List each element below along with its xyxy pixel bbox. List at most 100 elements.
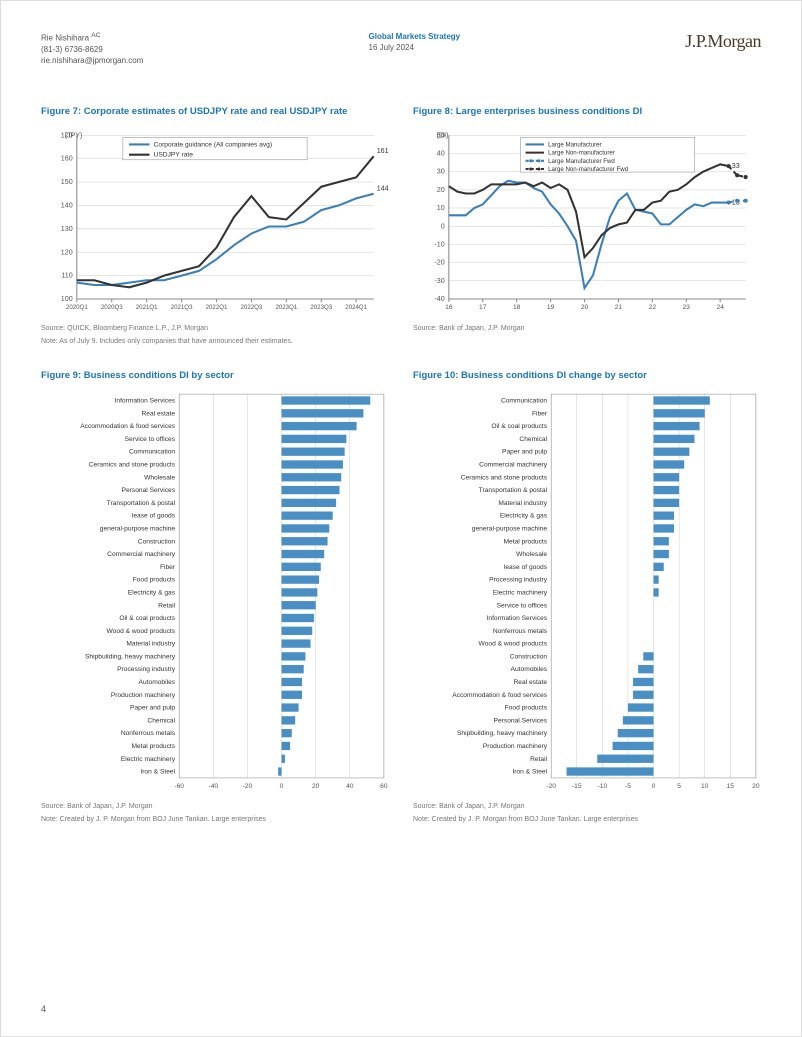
svg-text:-20: -20 — [434, 259, 444, 267]
svg-text:Food products: Food products — [505, 704, 548, 711]
svg-text:Construction: Construction — [510, 653, 548, 660]
svg-text:40: 40 — [346, 783, 354, 790]
svg-text:-15: -15 — [572, 783, 582, 790]
svg-text:Material industry: Material industry — [498, 500, 547, 507]
svg-text:Metal products: Metal products — [504, 538, 548, 545]
svg-text:2020Q3: 2020Q3 — [101, 304, 123, 311]
svg-text:22: 22 — [649, 304, 657, 311]
svg-text:160: 160 — [61, 155, 73, 163]
svg-text:120: 120 — [61, 248, 73, 256]
svg-text:20: 20 — [581, 304, 589, 311]
svg-text:40: 40 — [437, 150, 445, 158]
figure-9-note: Note: Created by J. P. Morgan from BOJ J… — [41, 815, 389, 824]
svg-text:Wood & wood products: Wood & wood products — [107, 628, 176, 635]
svg-text:Accommodation & food services: Accommodation & food services — [80, 423, 176, 430]
svg-text:2023Q3: 2023Q3 — [310, 304, 332, 311]
svg-text:30: 30 — [437, 168, 445, 176]
svg-text:2021Q1: 2021Q1 — [136, 304, 158, 311]
svg-text:140: 140 — [61, 202, 73, 210]
svg-text:0: 0 — [441, 222, 445, 230]
svg-text:2023Q1: 2023Q1 — [275, 304, 297, 311]
figure-10-note: Note: Created by J. P. Morgan from BOJ J… — [413, 815, 761, 824]
svg-text:0: 0 — [652, 783, 656, 790]
svg-text:Chemical: Chemical — [519, 436, 547, 443]
svg-text:Chemical: Chemical — [147, 717, 175, 724]
svg-text:20: 20 — [437, 186, 445, 194]
svg-text:Large Non-manufacturer Fwd: Large Non-manufacturer Fwd — [548, 166, 629, 173]
svg-text:Commercial machinery: Commercial machinery — [107, 551, 176, 558]
svg-text:Automobiles: Automobiles — [511, 666, 548, 673]
svg-text:Corporate guidance (All compan: Corporate guidance (All companies avg) — [154, 142, 273, 149]
svg-text:144.8: 144.8 — [377, 185, 389, 193]
jpmorgan-logo: J.P.Morgan — [685, 31, 761, 52]
svg-text:Automobiles: Automobiles — [139, 679, 176, 686]
svg-text:16: 16 — [445, 304, 453, 311]
svg-text:(JPY): (JPY) — [65, 132, 83, 140]
svg-text:Iron & Steel: Iron & Steel — [512, 768, 547, 775]
group-name: Global Markets Strategy — [369, 32, 461, 41]
svg-text:2020Q1: 2020Q1 — [66, 304, 88, 311]
svg-text:Fiber: Fiber — [160, 564, 176, 571]
svg-text:Paper and pulp: Paper and pulp — [502, 449, 547, 456]
svg-text:5: 5 — [677, 783, 681, 790]
svg-text:general-purpose machine: general-purpose machine — [100, 525, 176, 532]
author-ac: AC — [91, 32, 100, 39]
svg-text:161.3: 161.3 — [377, 147, 389, 155]
author-name: Rie Nishihara — [41, 34, 89, 43]
svg-text:-10: -10 — [598, 783, 608, 790]
svg-text:lease of goods: lease of goods — [504, 564, 548, 571]
svg-text:17: 17 — [479, 304, 487, 311]
svg-text:Real estate: Real estate — [141, 410, 175, 417]
author-phone: (81-3) 6736-8629 — [41, 45, 103, 54]
svg-text:Material industry: Material industry — [126, 641, 175, 648]
svg-text:-40: -40 — [208, 783, 218, 790]
svg-text:Electric machinery: Electric machinery — [121, 756, 176, 763]
svg-text:Wholesale: Wholesale — [144, 474, 175, 481]
svg-text:general-purpose machine: general-purpose machine — [472, 525, 548, 532]
figure-10-source: Source: Bank of Japan, J.P. Morgan — [413, 802, 761, 811]
svg-text:Electricity & gas: Electricity & gas — [500, 513, 548, 520]
figure-8-source: Source: Bank of Japan, J.P. Morgan — [413, 324, 761, 333]
svg-text:24: 24 — [717, 304, 725, 311]
svg-text:Shipbuilding, heavy machinery: Shipbuilding, heavy machinery — [457, 730, 548, 737]
svg-text:Processing industry: Processing industry — [117, 666, 176, 673]
figure-8-title: Figure 8: Large enterprises business con… — [413, 106, 761, 117]
svg-text:Production machinery: Production machinery — [483, 743, 548, 750]
svg-text:Service to offices: Service to offices — [497, 602, 548, 609]
header-group-block: Global Markets Strategy 16 July 2024 — [369, 31, 461, 53]
svg-text:Paper and pulp: Paper and pulp — [130, 704, 175, 711]
figure-9-title: Figure 9: Business conditions DI by sect… — [41, 370, 389, 381]
figure-10-chart: -20-15-10-505101520CommunicationFiberOil… — [413, 389, 761, 798]
svg-text:Personal Services: Personal Services — [494, 717, 548, 724]
figure-8: Figure 8: Large enterprises business con… — [413, 106, 761, 346]
svg-text:Large Manufacturer: Large Manufacturer — [548, 142, 601, 149]
svg-text:Construction: Construction — [138, 538, 176, 545]
svg-text:-60: -60 — [174, 783, 184, 790]
figure-7: Figure 7: Corporate estimates of USDJPY … — [41, 106, 389, 346]
figure-10-title: Figure 10: Business conditions DI change… — [413, 370, 761, 381]
svg-text:Transportation & postal: Transportation & postal — [479, 487, 548, 494]
author-email: rie.nishihara@jpmorgan.com — [41, 56, 143, 65]
svg-text:Electric machinery: Electric machinery — [493, 589, 548, 596]
svg-text:Large Manufacturer Fwd: Large Manufacturer Fwd — [548, 158, 615, 165]
figure-9-chart: -60-40-200204060Information ServicesReal… — [41, 389, 389, 798]
svg-text:Production machinery: Production machinery — [111, 692, 176, 699]
svg-text:130: 130 — [61, 225, 73, 233]
svg-text:2021Q3: 2021Q3 — [171, 304, 193, 311]
figure-7-title: Figure 7: Corporate estimates of USDJPY … — [41, 106, 389, 117]
svg-text:Communication: Communication — [501, 397, 547, 404]
svg-text:10: 10 — [437, 204, 445, 212]
figure-7-note: Note: As of July 9. Includes only compan… — [41, 337, 389, 346]
svg-text:Service to offices: Service to offices — [125, 436, 176, 443]
figure-10: Figure 10: Business conditions DI change… — [413, 370, 761, 825]
svg-text:Wood & wood products: Wood & wood products — [479, 641, 548, 648]
svg-text:21: 21 — [615, 304, 623, 311]
svg-text:Electricity & gas: Electricity & gas — [128, 589, 176, 596]
svg-text:Commercial machinery: Commercial machinery — [479, 461, 548, 468]
svg-text:2022Q3: 2022Q3 — [241, 304, 263, 311]
svg-text:60: 60 — [380, 783, 388, 790]
svg-text:Retail: Retail — [158, 602, 176, 609]
svg-text:-5: -5 — [625, 783, 631, 790]
svg-text:19: 19 — [547, 304, 555, 311]
figure-7-chart: 100110120130140150160170(JPY)2020Q12020Q… — [41, 125, 389, 319]
